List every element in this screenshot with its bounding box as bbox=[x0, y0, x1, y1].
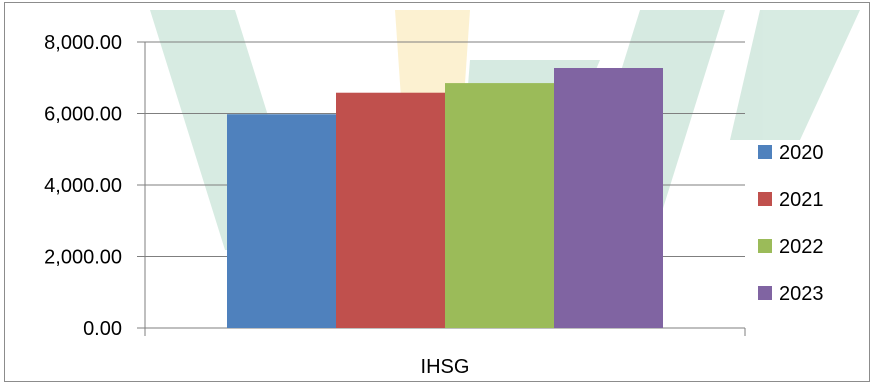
legend-swatch bbox=[758, 239, 772, 253]
legend-swatch bbox=[758, 286, 772, 300]
y-tick-label: 8,000.00 bbox=[44, 32, 122, 54]
y-tick-label: 6,000.00 bbox=[44, 104, 122, 126]
y-tick-label: 2,000.00 bbox=[44, 247, 122, 269]
bars bbox=[227, 67, 663, 328]
y-tick-label: 4,000.00 bbox=[44, 175, 122, 197]
y-tick-labels: 0.00 2,000.00 4,000.00 6,000.00 8,000.00 bbox=[44, 32, 122, 340]
x-tick-labels: IHSG bbox=[421, 356, 470, 378]
y-tick-label: 0.00 bbox=[83, 318, 122, 340]
x-tick-label: IHSG bbox=[421, 356, 470, 378]
legend-label: 2023 bbox=[779, 283, 824, 305]
legend-swatch bbox=[758, 145, 772, 159]
bar-2021 bbox=[336, 92, 445, 328]
legend-swatch bbox=[758, 192, 772, 206]
legend-label: 2021 bbox=[779, 189, 824, 211]
axes bbox=[144, 42, 746, 336]
legend: 2020 2021 2022 2023 bbox=[758, 142, 824, 305]
bar-2023 bbox=[554, 67, 663, 328]
legend-label: 2020 bbox=[779, 142, 824, 164]
chart-frame bbox=[4, 2, 870, 382]
bar-2020 bbox=[227, 114, 336, 328]
legend-label: 2022 bbox=[779, 236, 824, 258]
bar-2022 bbox=[445, 83, 554, 328]
